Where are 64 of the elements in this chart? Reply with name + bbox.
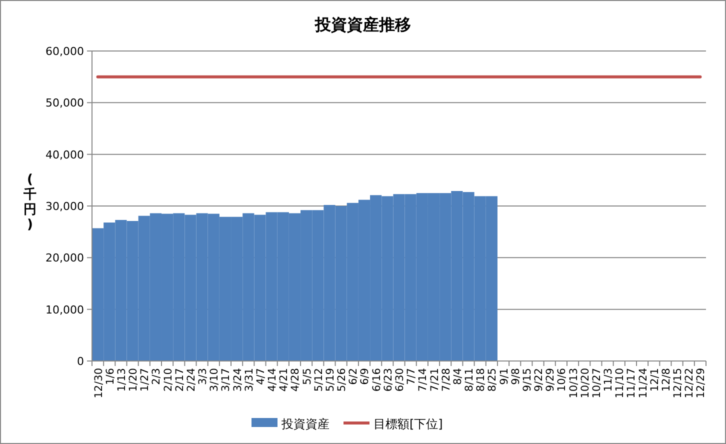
y-tick-label: 0 [77,355,84,368]
x-tick-label: 7/7 [406,368,418,385]
x-tick-label: 3/17 [220,368,232,392]
x-tick-label: 4/21 [278,368,290,392]
legend-label: 目標額[下位] [374,417,443,431]
y-tick-label: 50,000 [46,96,84,110]
x-tick-label: 12/8 [660,368,672,392]
x-tick-label: 3/3 [197,368,210,385]
y-tick-label: 30,000 [46,200,84,213]
x-tick-label: 5/5 [301,368,314,385]
x-tick-label: 3/10 [208,368,221,392]
x-tick-label: 6/9 [359,368,372,385]
x-tick-label: 2/10 [162,368,174,392]
y-tick-label: 60,000 [46,45,84,58]
x-tick-label: 7/14 [417,368,430,392]
x-tick-label: 5/19 [324,368,336,392]
x-tick-label: 5/26 [336,368,348,392]
legend-label: 投資資産 [280,417,330,431]
y-tick-label: 20,000 [46,252,84,265]
x-tick-label: 9/29 [544,368,557,392]
x-tick-label: 9/8 [510,368,522,385]
y-axis-title: (千円) [22,172,36,232]
x-tick-label: 11/24 [637,368,650,398]
x-tick-label: 1/20 [128,368,140,392]
x-tick-label: 7/28 [440,368,452,392]
x-tick-label: 8/11 [464,368,476,392]
x-tick-label: 9/22 [533,368,546,392]
x-tick-label: 5/12 [312,368,325,392]
x-tick-label: 8/4 [452,368,464,385]
x-tick-label: 2/3 [150,368,163,385]
x-tick-label: 6/23 [382,368,394,392]
x-tick-label: 2/24 [185,368,198,392]
x-tick-label: 10/13 [568,368,580,398]
x-tick-label: 10/20 [579,368,592,398]
x-tick-label: 8/18 [475,368,488,392]
x-tick-label: 9/15 [521,368,534,392]
x-tick-label: 3/24 [232,368,244,392]
chart-title: 投資資産推移 [314,15,411,34]
x-tick-label: 6/16 [370,368,383,392]
x-tick-label: 6/30 [394,368,406,392]
x-tick-label: 10/6 [556,368,568,392]
x-tick-label: 11/10 [614,368,626,398]
x-tick-label: 10/27 [590,368,603,398]
x-tick-label: 6/2 [348,368,360,385]
x-tick-label: 11/17 [626,368,638,398]
y-tick-label: 10,000 [46,303,84,316]
x-tick-label: 4/14 [266,368,279,392]
y-tick-label: 40,000 [46,148,84,162]
x-tick-label: 12/22 [684,368,696,398]
x-tick-label: 12/30 [92,368,105,398]
x-tick-label: 12/29 [695,368,708,398]
x-tick-label: 11/3 [602,368,615,392]
x-tick-label: 3/31 [243,368,256,392]
x-tick-label: 12/15 [672,368,684,398]
x-tick-label: 4/28 [290,368,302,392]
x-tick-label: 9/1 [498,368,510,385]
x-tick-label: 2/17 [174,368,186,392]
x-tick-label: 12/1 [648,368,661,392]
x-tick-label: 1/27 [139,368,152,392]
x-tick-label: 8/25 [486,368,499,392]
x-tick-label: 4/7 [254,368,267,385]
x-tick-label: 1/6 [104,368,116,385]
x-tick-label: 7/21 [428,368,441,392]
x-tick-label: 1/13 [116,368,128,392]
